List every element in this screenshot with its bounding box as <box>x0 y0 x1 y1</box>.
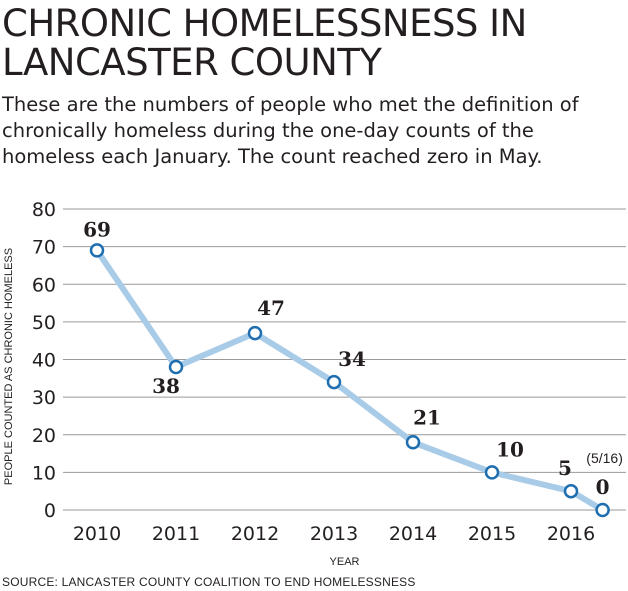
data-label-47: 47 <box>257 296 285 320</box>
data-point-10 <box>484 465 500 480</box>
x-tick-label-2014: 2014 <box>389 523 437 545</box>
y-tick-label-10: 10 <box>32 462 56 484</box>
data-label-38: 38 <box>152 374 180 398</box>
series-line <box>94 247 606 513</box>
data-label-10: 10 <box>496 437 524 461</box>
y-axis-ticks: 0 10 20 30 40 50 60 70 80 <box>32 199 56 522</box>
x-tick-label-2010: 2010 <box>73 523 121 545</box>
x-tick-label-2012: 2012 <box>231 523 279 545</box>
y-tick-label-0: 0 <box>44 500 56 522</box>
data-note: (5/16) <box>586 450 623 466</box>
x-tick-label-2013: 2013 <box>310 523 358 545</box>
y-tick-label-20: 20 <box>32 425 56 447</box>
x-axis-ticks: 2010 2011 2012 2013 2014 2015 2016 <box>73 523 595 545</box>
data-label-21: 21 <box>413 405 441 429</box>
source-note: SOURCE: LANCASTER COUNTY COALITION TO EN… <box>2 575 416 589</box>
x-axis-title: YEAR <box>330 556 360 568</box>
x-tick-label-2015: 2015 <box>468 523 516 545</box>
y-tick-label-40: 40 <box>32 350 56 372</box>
x-tick-label-2011: 2011 <box>152 523 200 545</box>
data-point-21 <box>405 435 421 450</box>
data-label-5: 5 <box>558 456 572 480</box>
series <box>94 247 606 513</box>
data-point-34 <box>326 374 342 390</box>
y-tick-label-70: 70 <box>32 237 56 259</box>
data-point-0 <box>595 502 610 518</box>
y-tick-label-60: 60 <box>32 274 56 296</box>
data-point-47 <box>247 325 263 341</box>
y-tick-label-30: 30 <box>32 387 56 409</box>
data-label-34: 34 <box>338 347 366 371</box>
x-tick-label-2016: 2016 <box>547 523 595 545</box>
data-label-69: 69 <box>83 217 111 241</box>
data-labels: 69 38 47 34 21 10 50 (5/16) <box>83 217 623 499</box>
y-tick-label-80: 80 <box>32 199 56 221</box>
data-point-38 <box>168 359 184 375</box>
chart-subtitle: These are the numbers of people who met … <box>2 93 579 168</box>
y-axis-title: PEOPLE COUNTED AS CHRONIC HOMELESS <box>3 248 15 485</box>
data-point-69 <box>89 243 105 258</box>
gridlines <box>63 208 626 511</box>
chart-title: CHRONIC HOMELESSNESS IN LANCASTER COUNTY <box>2 2 527 84</box>
data-point-5 <box>563 483 579 499</box>
data-points <box>89 243 610 518</box>
y-tick-label-50: 50 <box>32 312 56 334</box>
data-label-0: 0 <box>596 475 610 499</box>
